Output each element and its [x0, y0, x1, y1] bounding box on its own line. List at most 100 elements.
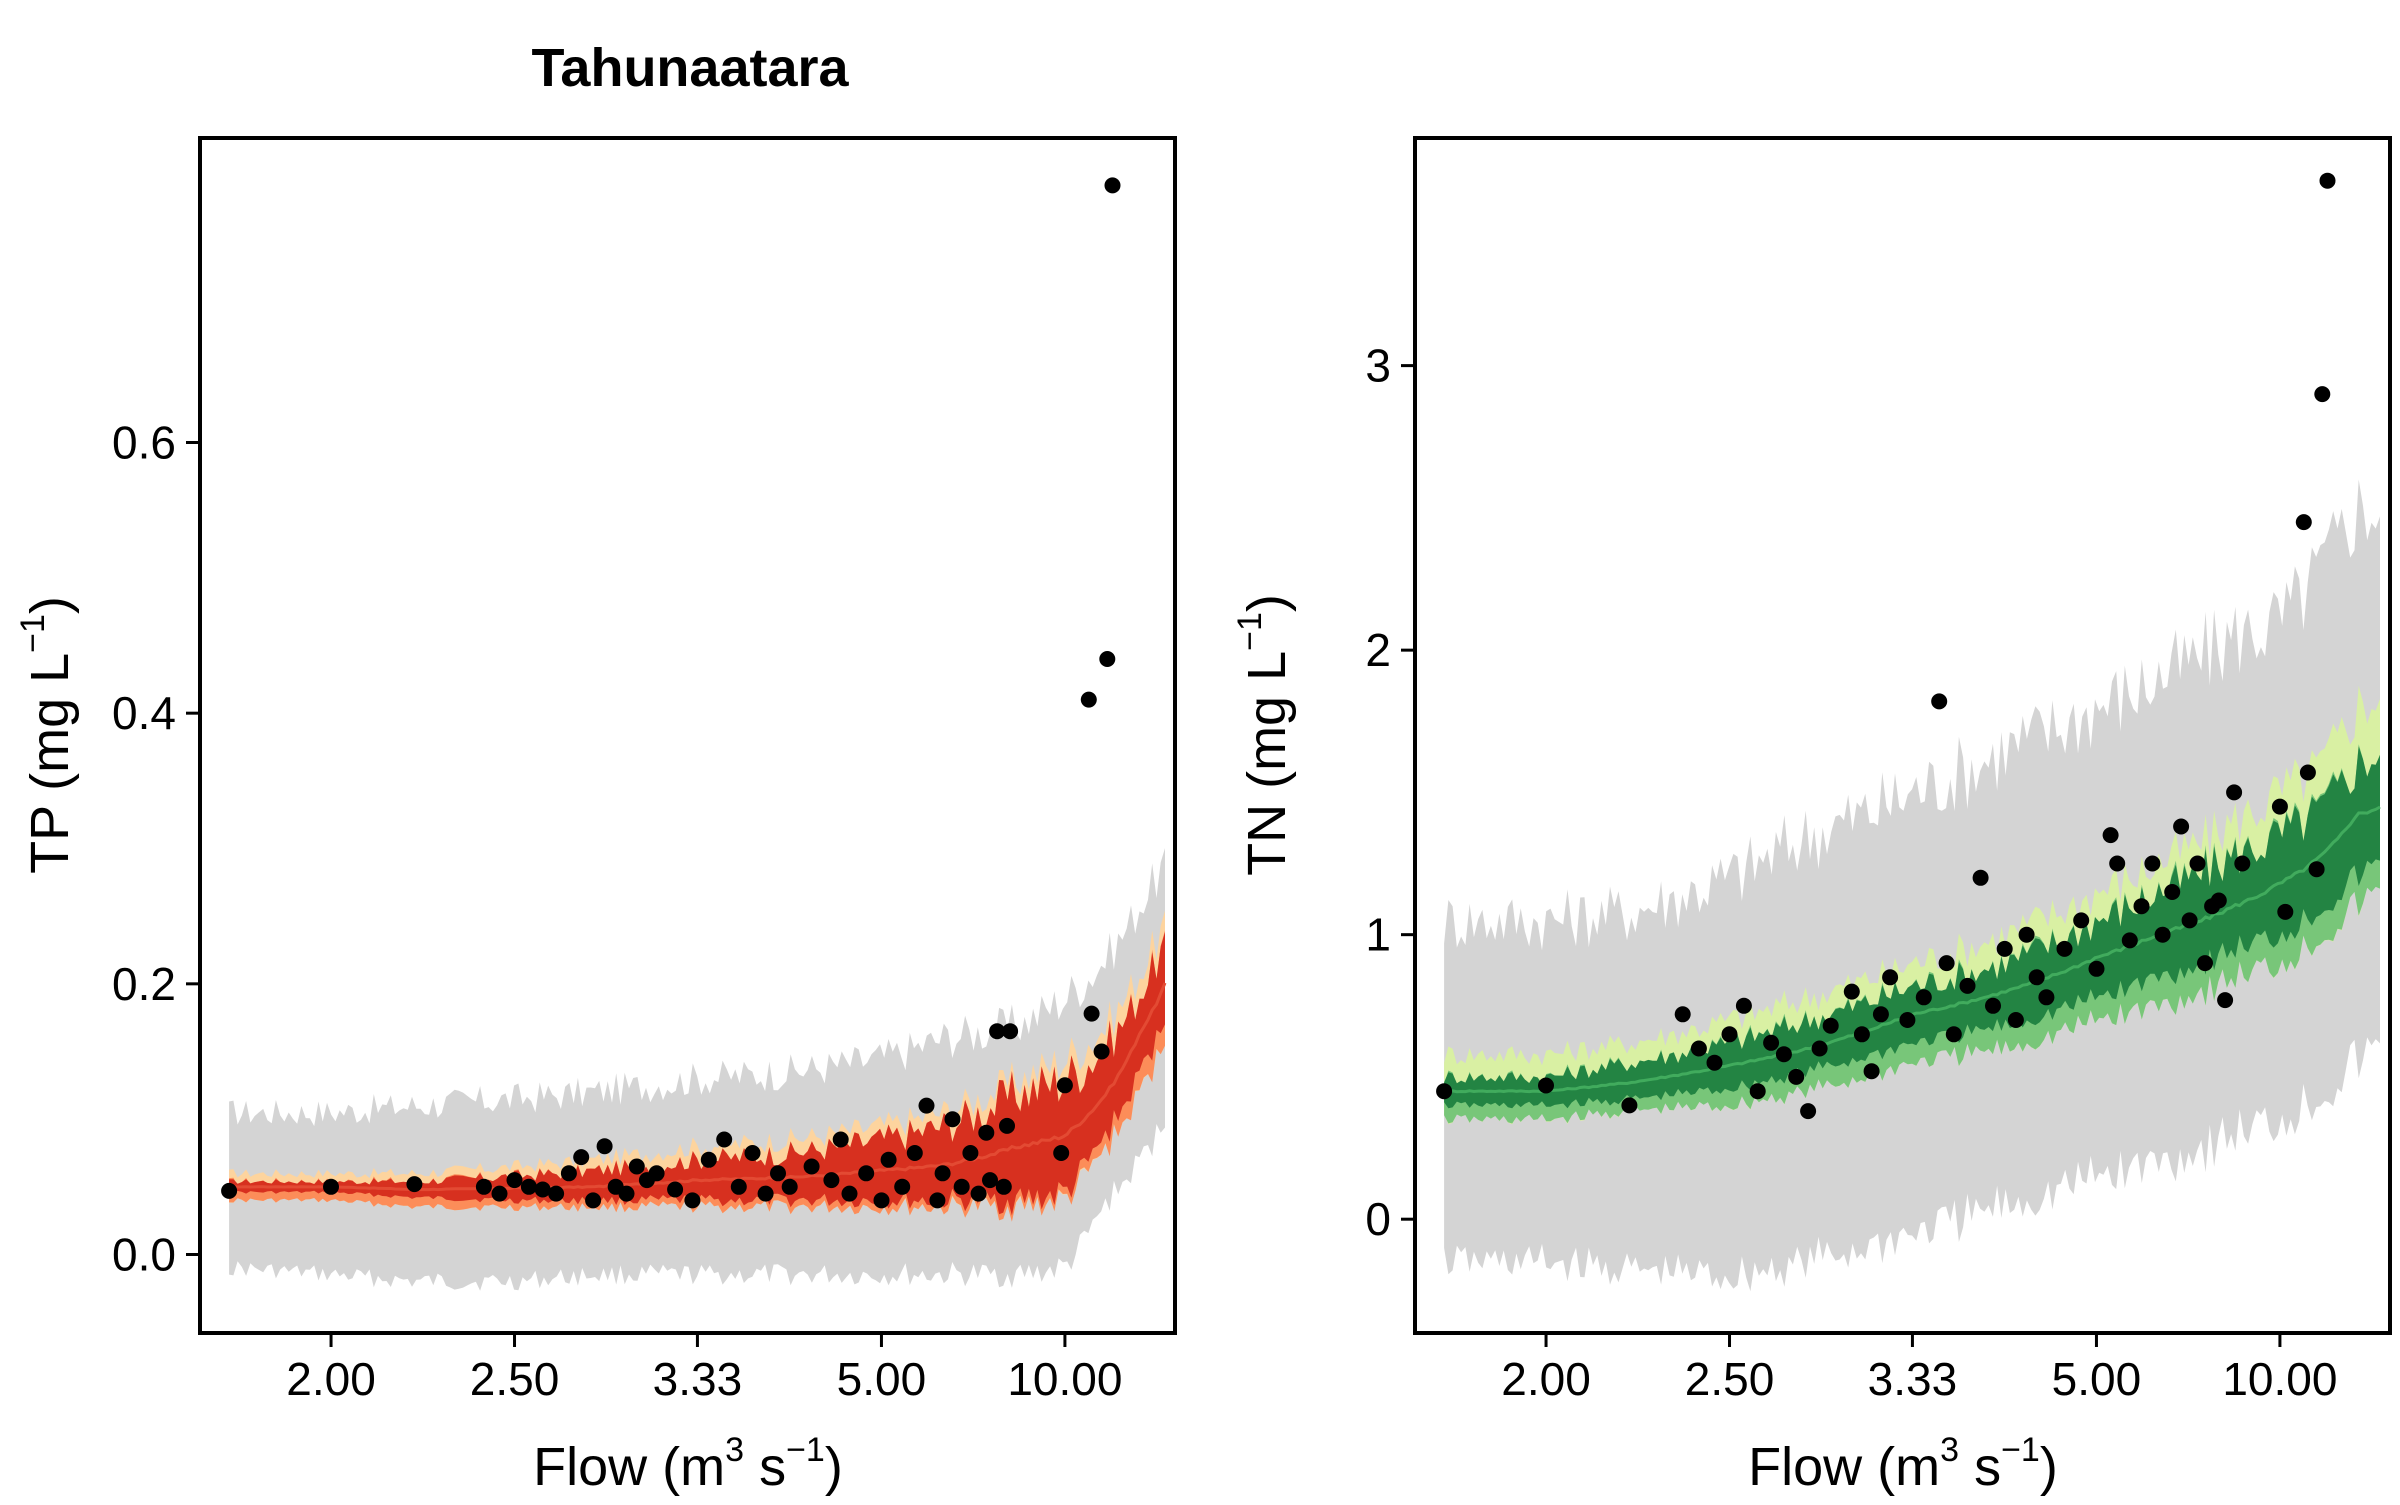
- tp-data-point: [1083, 1005, 1100, 1022]
- tn-data-point: [1938, 955, 1955, 972]
- tn-data-point: [2056, 940, 2073, 957]
- tn-data-point: [2102, 827, 2119, 844]
- tp-data-point: [995, 1178, 1012, 1195]
- tn-data-point: [2154, 926, 2171, 943]
- tn-data-point: [2314, 386, 2331, 403]
- tn-data-point: [2164, 884, 2181, 900]
- tp-data-point: [944, 1111, 961, 1128]
- tp-data-point: [560, 1165, 577, 1182]
- tn-data-point: [1621, 1097, 1638, 1114]
- tp-data-point: [880, 1151, 897, 1168]
- tn-data-point: [2144, 855, 2161, 872]
- tn-data-point: [1843, 983, 1860, 1000]
- tn-data-point: [1721, 1026, 1738, 1043]
- tp-data-point: [628, 1158, 645, 1175]
- tn-data-point: [1899, 1012, 1916, 1028]
- tn-data-point: [2121, 932, 2138, 949]
- tp-data-point: [491, 1185, 508, 1202]
- tp-x-tick-label: 10.00: [1007, 1353, 1122, 1405]
- tn-data-point: [2210, 892, 2227, 909]
- tp-band-grey: [229, 848, 1166, 1291]
- tp-data-point: [832, 1131, 849, 1148]
- tp-data-point: [618, 1185, 635, 1202]
- tn-data-point: [2271, 798, 2288, 815]
- tn-data-point: [2189, 855, 2206, 872]
- tp-y-axis-label: TP (mg L−1): [14, 596, 80, 874]
- tp-data-point: [573, 1149, 590, 1166]
- tn-data-point: [1749, 1083, 1766, 1100]
- tp-data-point: [970, 1185, 987, 1202]
- tn-data-point: [2197, 955, 2213, 972]
- tn-data-point: [2299, 764, 2316, 781]
- tn-data-point: [2277, 903, 2294, 920]
- tp-data-point: [585, 1192, 602, 1209]
- tp-band-inner: [229, 932, 1166, 1216]
- tn-data-point: [2295, 514, 2312, 531]
- tn-data-point: [1811, 1040, 1828, 1057]
- tp-data-point: [730, 1178, 747, 1195]
- tn-y-tick-label: 1: [1365, 909, 1391, 961]
- tp-x-tick-label: 5.00: [837, 1353, 927, 1405]
- tp-data-point: [1053, 1145, 1070, 1161]
- tn-x-tick-label: 3.33: [1868, 1353, 1958, 1405]
- tn-data-point: [1863, 1063, 1880, 1080]
- tn-data-point: [2173, 818, 2190, 835]
- tn-data-point: [1775, 1046, 1792, 1063]
- tp-data-point: [781, 1178, 798, 1195]
- tp-data-point: [744, 1145, 761, 1161]
- tp-data-point: [873, 1192, 890, 1209]
- tp-median-line: [229, 982, 1167, 1192]
- tn-panel: 2.00 2.50 3.33 5.00 10.00 0 1 2 3 Flow (m3 s−1)…: [1231, 136, 2392, 1497]
- tn-data-point: [1788, 1068, 1805, 1085]
- tn-data-point: [2018, 926, 2035, 943]
- tn-data-point: [2226, 784, 2243, 801]
- tp-data-point: [667, 1181, 684, 1198]
- tp-data-point: [1056, 1077, 1073, 1094]
- tn-data-point: [1735, 997, 1752, 1014]
- tp-data-point: [700, 1151, 717, 1168]
- tp-data-point: [823, 1172, 840, 1189]
- tn-data-point: [2073, 912, 2090, 929]
- tp-data-point: [989, 1023, 1006, 1040]
- tp-data-point: [548, 1185, 565, 1202]
- tn-y-axis-label: TN (mg L−1): [1231, 594, 1297, 876]
- tp-data-point: [934, 1165, 951, 1182]
- tp-x-tick-label: 2.00: [286, 1353, 376, 1405]
- tn-points: [1436, 172, 2336, 1120]
- tn-data-point: [1800, 1103, 1817, 1120]
- tn-data-point: [1690, 1040, 1707, 1057]
- tn-x-tick-label: 5.00: [2052, 1353, 2142, 1405]
- tn-y-tick-label: 2: [1365, 624, 1391, 676]
- tp-data-point: [406, 1176, 423, 1193]
- tn-data-point: [1822, 1017, 1839, 1034]
- tp-y-tick-label: 0.4: [112, 687, 176, 739]
- tp-data-point: [929, 1192, 946, 1209]
- tn-data-point: [1706, 1054, 1723, 1071]
- tp-data-point: [894, 1178, 911, 1195]
- tn-data-point: [1972, 869, 1989, 886]
- tp-y-tick-label: 0.2: [112, 958, 176, 1010]
- tn-data-point: [1853, 1026, 1870, 1043]
- tp-data-point: [684, 1192, 701, 1209]
- tn-data-point: [2088, 960, 2105, 977]
- tp-y-tick-label: 0.0: [112, 1229, 176, 1281]
- tn-data-point: [1931, 693, 1948, 710]
- tp-uncertainty-bands: [229, 848, 1167, 1291]
- tn-data-point: [2028, 969, 2045, 986]
- tn-data-point: [1436, 1083, 1453, 1100]
- tp-y-tick-label: 0.6: [112, 417, 176, 469]
- tp-x-axis-label: Flow (m3 s−1): [533, 1431, 843, 1497]
- tn-y-axis: 0 1 2 3: [1365, 340, 1415, 1245]
- tp-data-point: [757, 1185, 774, 1202]
- tp-data-point: [506, 1172, 523, 1189]
- tp-data-point: [648, 1165, 665, 1182]
- tp-data-point: [953, 1178, 970, 1195]
- tn-x-tick-label: 10.00: [2222, 1353, 2337, 1405]
- tp-data-point: [716, 1131, 733, 1148]
- tp-panel: 2.00 2.50 3.33 5.00 10.00 0.0 0.2 0.4 0.6 Flow …: [14, 136, 1177, 1497]
- tn-y-tick-label: 0: [1365, 1193, 1391, 1245]
- tn-data-point: [2109, 855, 2126, 872]
- tn-data-point: [2133, 898, 2150, 915]
- tp-plot-frame: [198, 136, 1177, 1335]
